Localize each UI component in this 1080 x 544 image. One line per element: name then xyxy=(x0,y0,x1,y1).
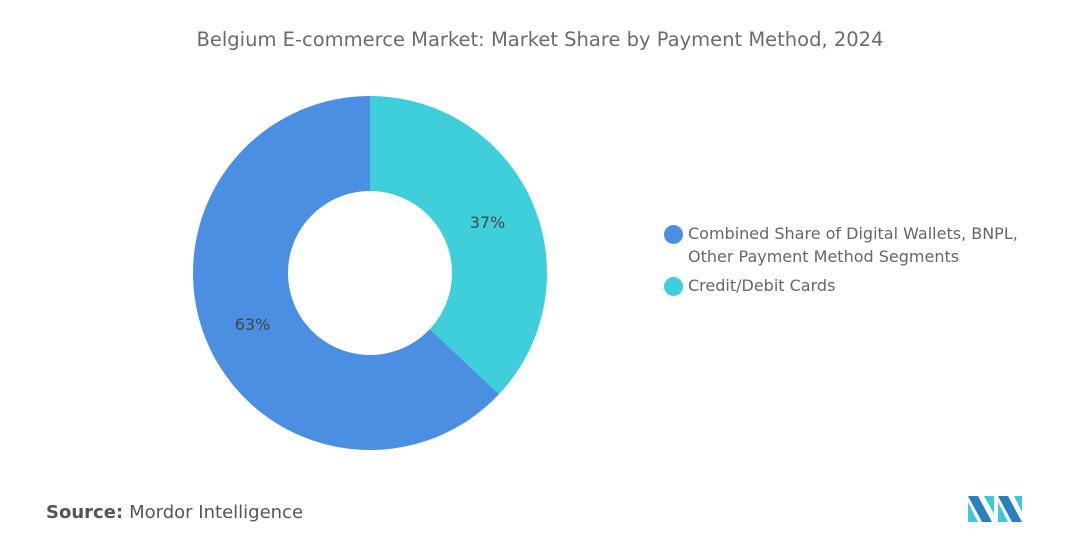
data-label-1: 37% xyxy=(470,213,506,232)
legend-item-cards: Credit/Debit Cards xyxy=(664,274,1048,297)
legend-item-digital-wallets: Combined Share of Digital Wallets, BNPL,… xyxy=(664,222,1048,268)
source-value: Mordor Intelligence xyxy=(129,502,304,523)
legend-swatch-icon xyxy=(664,277,683,296)
donut-slice-0 xyxy=(192,96,500,451)
source-note: Source: Mordor Intelligence xyxy=(46,502,303,523)
legend-swatch-icon xyxy=(664,225,683,244)
mordor-intelligence-logo xyxy=(968,496,1022,522)
source-label: Source: xyxy=(46,502,124,523)
donut-slice-1 xyxy=(370,96,547,395)
legend: Combined Share of Digital Wallets, BNPL,… xyxy=(664,222,1048,303)
legend-label: Combined Share of Digital Wallets, BNPL,… xyxy=(688,224,1018,266)
data-label-0: 63% xyxy=(235,315,271,334)
legend-label: Credit/Debit Cards xyxy=(688,276,836,295)
chart-title: Belgium E-commerce Market: Market Share … xyxy=(196,28,884,51)
